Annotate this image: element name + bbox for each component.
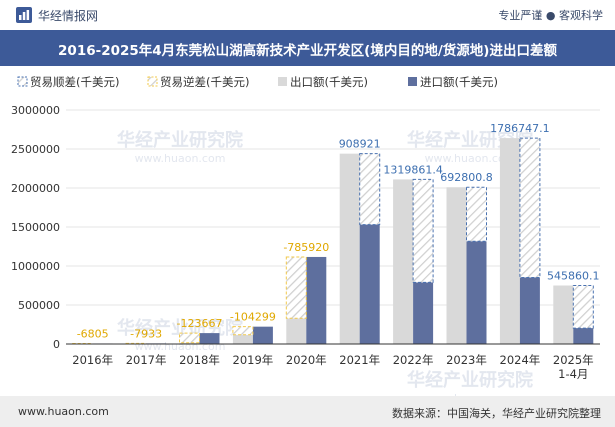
export-bar xyxy=(553,285,574,344)
import-bar xyxy=(573,328,594,344)
legend-swatch-surplus xyxy=(17,76,28,87)
import-bar xyxy=(252,326,273,344)
export-bar xyxy=(393,179,414,344)
data-source: 数据来源：中国海关，华经产业研究院整理 xyxy=(392,407,601,420)
export-bar xyxy=(286,318,307,344)
data-labels: -6805 -7933 -123667 -104299 -785920 908921131… xyxy=(77,122,600,340)
brand-name: 华经情报网 xyxy=(38,9,99,23)
y-axis: 0 500000 1000000 1500000 2000000 2500000 30000… xyxy=(11,104,60,351)
balance-label: -123667 xyxy=(177,317,223,330)
trade-balance-chart: 华经产业研究院www.huaon.com华经产业研究院www.huaon.com… xyxy=(11,75,600,396)
watermark-text: 华经产业研究院 xyxy=(407,369,533,391)
legend-swatch-deficit xyxy=(147,76,158,87)
deficit-bar xyxy=(232,326,254,336)
balance-label: 1319861.4 xyxy=(383,163,443,176)
y-tick-label: 500000 xyxy=(18,299,60,312)
watermark-url: www.huaon.com xyxy=(425,392,516,396)
chart-title: 2016-2025年4月东莞松山湖高新技术产业开发区(境内目的地/货源地)进出口… xyxy=(58,43,557,59)
legend-label: 贸易逆差(千美元) xyxy=(160,75,249,89)
x-tick-label: 2025年 xyxy=(553,353,594,367)
x-tick-label: 2017年 xyxy=(126,353,167,367)
balance-label: 1786747.1 xyxy=(490,122,550,135)
legend-label: 贸易顺差(千美元) xyxy=(30,75,119,89)
export-bar xyxy=(339,153,360,344)
x-tick-label: 2024年 xyxy=(500,353,541,367)
export-bar xyxy=(232,334,253,344)
deficit-bar xyxy=(179,332,200,344)
x-tick-label: 2016年 xyxy=(72,353,113,367)
surplus-bar xyxy=(519,137,541,278)
legend-label: 进口额(千美元) xyxy=(420,75,498,89)
balance-label: 908921 xyxy=(339,138,381,151)
title-bar: 2016-2025年4月东莞松山湖高新技术产业开发区(境内目的地/货源地)进出口… xyxy=(0,30,615,66)
x-tick-label: 2020年 xyxy=(286,353,327,367)
balance-label: -6805 xyxy=(77,327,109,340)
export-bar xyxy=(499,138,520,344)
surplus-bar xyxy=(466,186,487,242)
legend: 贸易顺差(千美元) 贸易逆差(千美元) 出口额(千美元) 进口额(千美元) xyxy=(17,75,498,89)
y-tick-label: 3000000 xyxy=(11,104,60,117)
huajing-logo-icon xyxy=(16,7,32,23)
legend-label: 出口额(千美元) xyxy=(290,75,368,89)
watermark-url: www.huaon.com xyxy=(135,152,226,165)
export-bar xyxy=(179,342,200,344)
x-tick-label: 2018年 xyxy=(179,353,220,367)
surplus-bar xyxy=(412,178,434,283)
top-bar: 华经情报网 专业严谨 ● 客观科学 xyxy=(0,0,615,30)
x-tick-label: 2023年 xyxy=(446,353,487,367)
x-axis: 2016年 2017年 2018年 2019年 2020年 2021年 2022年 2023年… xyxy=(66,343,600,381)
import-bar xyxy=(519,277,540,344)
y-tick-label: 2000000 xyxy=(11,182,60,195)
surplus-bar xyxy=(359,153,381,226)
x-tick-label: 1-4月 xyxy=(558,367,588,381)
balance-label: 545860.1 xyxy=(547,270,600,283)
x-tick-label: 2022年 xyxy=(393,353,434,367)
legend-swatch-import xyxy=(408,77,417,86)
import-bar xyxy=(306,256,327,344)
footer: www.huaon.com 数据来源：中国海关，华经产业研究院整理 xyxy=(0,396,615,427)
balance-label: -104299 xyxy=(230,311,276,324)
import-bar xyxy=(359,224,380,344)
y-tick-label: 0 xyxy=(53,338,60,351)
balance-label: 692800.8 xyxy=(440,171,493,184)
y-tick-label: 1000000 xyxy=(11,260,60,273)
tagline: 专业严谨 ● 客观科学 xyxy=(498,9,603,22)
watermark-url: www.huaon.com xyxy=(425,152,516,165)
watermark-text: 华经产业研究院 xyxy=(117,129,243,151)
deficit-bar xyxy=(285,256,307,319)
y-tick-label: 2500000 xyxy=(11,143,60,156)
export-bar xyxy=(446,187,467,344)
legend-swatch-export xyxy=(278,77,287,86)
balance-label: -7933 xyxy=(130,327,162,340)
footer-url: www.huaon.com xyxy=(18,405,109,418)
balance-label: -785920 xyxy=(283,241,329,254)
surplus-bar xyxy=(572,285,594,329)
import-bar xyxy=(466,241,487,344)
y-tick-label: 1500000 xyxy=(11,221,60,234)
import-bar xyxy=(413,282,434,344)
import-bar xyxy=(199,333,220,344)
bars xyxy=(72,137,594,345)
x-tick-label: 2019年 xyxy=(233,353,274,367)
x-tick-label: 2021年 xyxy=(339,353,380,367)
